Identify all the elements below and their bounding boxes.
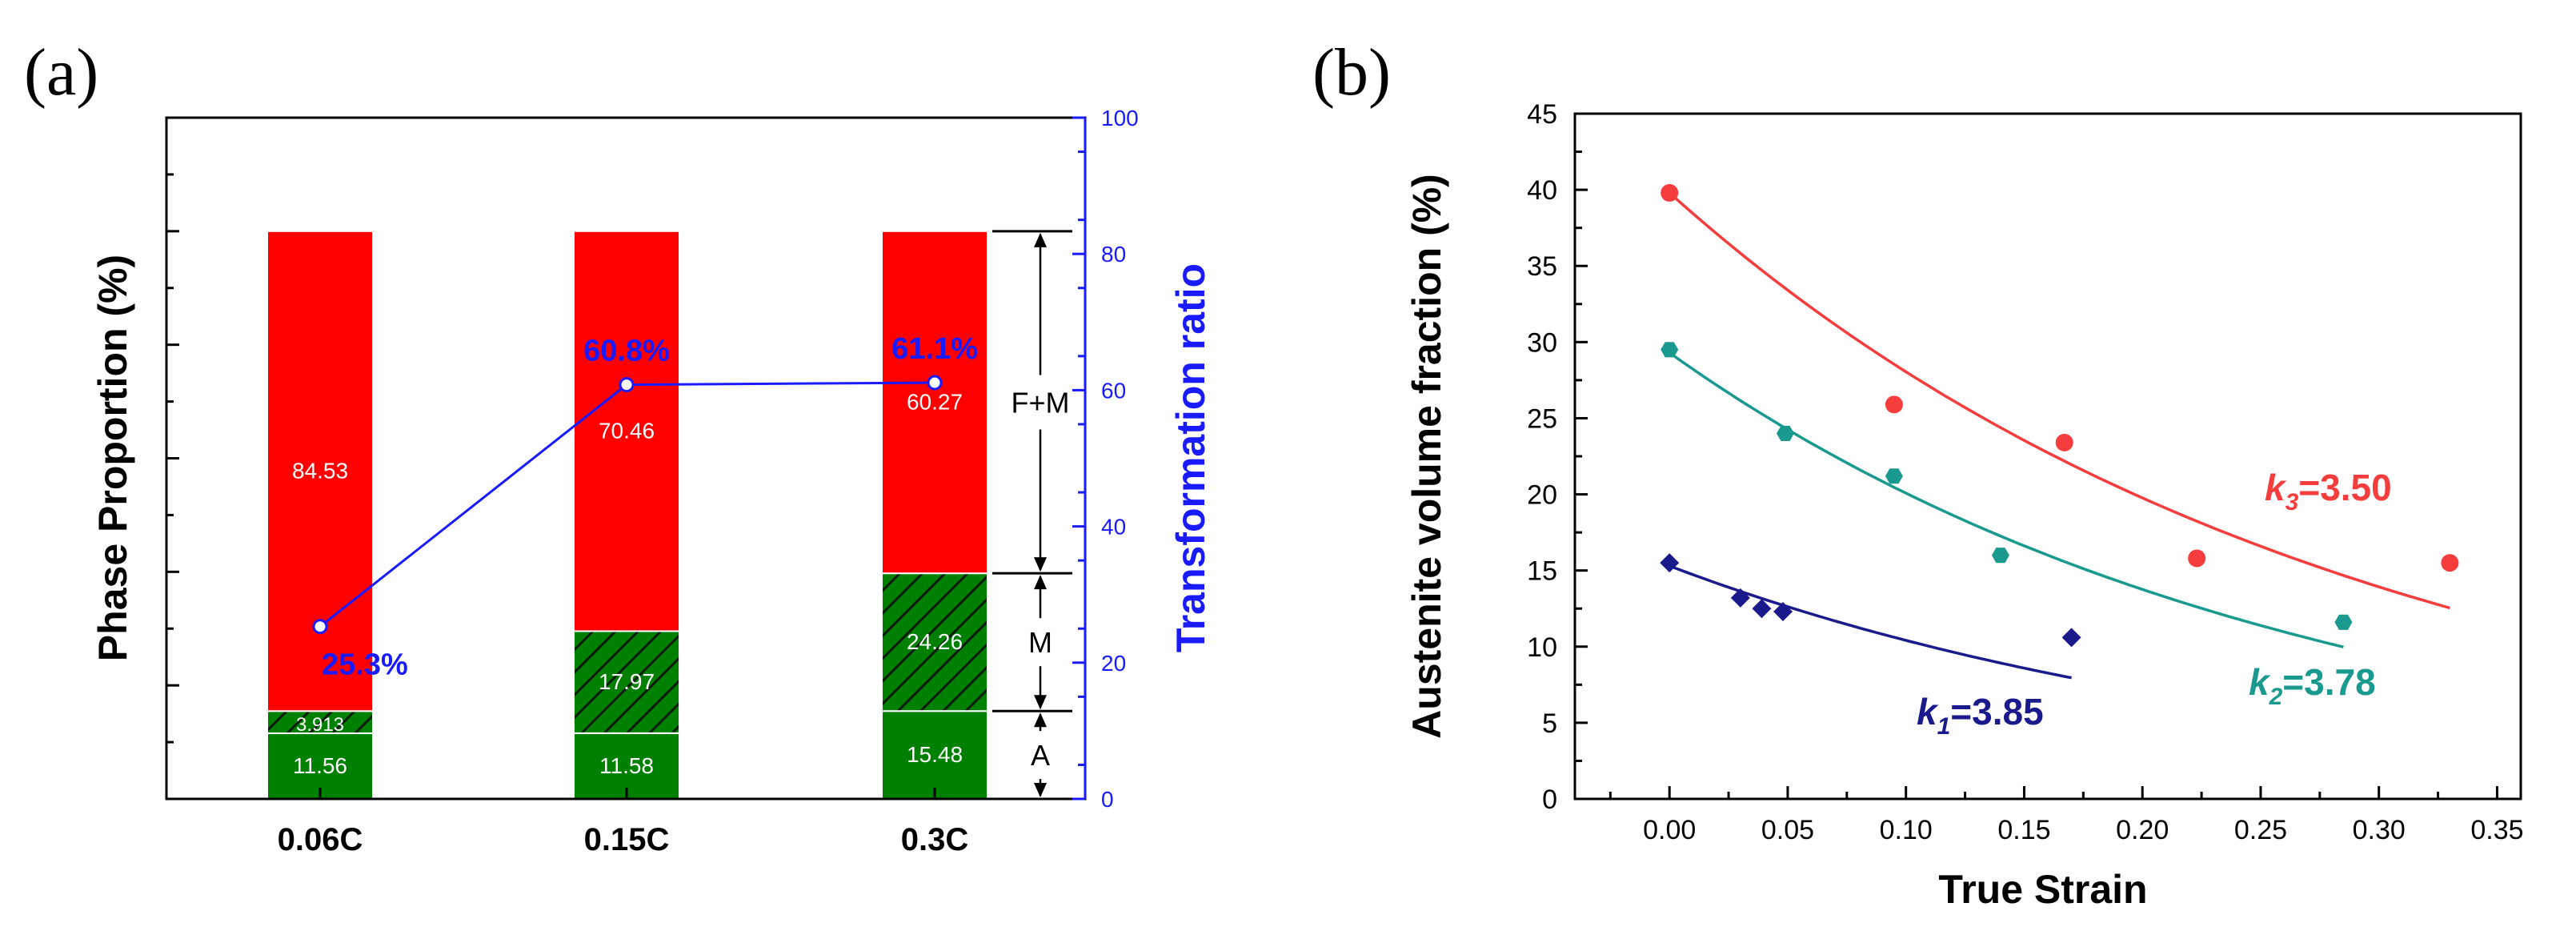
x-tick-label: 0.05 [1761, 815, 1814, 845]
bracket-arrowhead [1034, 232, 1047, 247]
category-label: 0.3C [901, 822, 969, 857]
data-point-k2 [1991, 548, 2009, 564]
bar-value-label: 84.53 [292, 459, 348, 484]
panel-b-ylabel: Austenite volume fraction (%) [1404, 174, 1449, 739]
right-axis-tick-label: 80 [1101, 242, 1126, 267]
transformation-ratio-point [927, 375, 943, 391]
panel-a-bars: 11.56 3.913 84.53 11.58 17.97 70.46 15.48 24.26… [266, 230, 988, 801]
bar-value-label: 3.913 [296, 714, 344, 736]
y-tick-label: 25 [1527, 403, 1557, 434]
panel-b: (b) 0.00 0.05 0.10 0.15 0.20 0.25 0.30 0.35 0 5 10… [1312, 35, 2524, 912]
panel-b-points [1660, 183, 2459, 648]
bar-fm-0.3C [881, 230, 988, 575]
transformation-ratio-label: 25.3% [322, 648, 408, 682]
panel-b-ticks: 0.00 0.05 0.10 0.15 0.20 0.25 0.30 0.35 0 5 10 15 20… [1527, 99, 2523, 845]
y-tick-label: 15 [1527, 556, 1557, 587]
data-point-k1 [1752, 599, 1772, 619]
right-axis-tick-label: 60 [1101, 378, 1126, 403]
data-point-k1 [2061, 628, 2081, 648]
y-tick-label: 10 [1527, 632, 1557, 663]
bar-value-label: 17.97 [599, 669, 655, 694]
bar-m-0.3C [881, 572, 988, 712]
right-axis-tick-label: 0 [1101, 787, 1114, 812]
x-tick-label: 0.35 [2470, 815, 2523, 845]
panel-b-plot-frame [1573, 112, 2522, 801]
panel-a-ticks: 0.06C 0.15C 0.3C 0 20 40 60 80 100 [166, 106, 1139, 857]
bracket-label: F+M [1011, 387, 1069, 419]
k-label-k1: k1=3.85 [1917, 691, 2044, 740]
data-point-k3 [2055, 433, 2073, 451]
bar-m-0.15C [573, 630, 680, 734]
x-tick-label: 0.30 [2353, 815, 2406, 845]
y-tick-label: 45 [1527, 99, 1557, 130]
bracket-label: M [1028, 626, 1052, 659]
fit-curve-k2 [1669, 351, 2344, 648]
data-point-k3 [1885, 395, 1903, 414]
fit-curve-k3 [1669, 191, 2450, 610]
bar-value-label: 24.26 [907, 629, 963, 654]
data-point-k2 [2334, 614, 2353, 630]
category-label: 0.06C [278, 822, 363, 857]
data-point-k1 [1660, 553, 1680, 573]
bar-value-label: 60.27 [907, 389, 963, 414]
bar-fm-0.15C [573, 230, 680, 632]
bracket-label: A [1031, 739, 1050, 772]
y-tick-label: 0 [1542, 785, 1557, 815]
bar-value-label: 70.46 [599, 419, 655, 443]
panel-b-xlabel: True Strain [1938, 867, 2147, 912]
fit-curve-k1 [1669, 564, 2072, 680]
x-tick-label: 0.10 [1880, 815, 1933, 845]
y-tick-label: 5 [1542, 708, 1557, 739]
k-label-k3: k3=3.50 [2265, 467, 2392, 516]
bracket-arrowhead [1034, 783, 1047, 797]
transformation-ratio-point [619, 377, 635, 393]
y-tick-label: 20 [1527, 480, 1557, 511]
panel-b-k-labels: k1=3.85 k2=3.78 k3=3.50 [1917, 467, 2392, 740]
panel-a-y2label: Transformation ratio [1168, 263, 1213, 652]
panel-b-label: (b) [1312, 35, 1391, 110]
bracket-arrowhead [1034, 557, 1047, 572]
transformation-ratio-label: 60.8% [583, 335, 670, 368]
transformation-ratio-label: 61.1% [891, 332, 978, 366]
k-label-k2: k2=3.78 [2249, 661, 2376, 710]
panel-a-ylabel: Phase Proportion (%) [90, 255, 135, 661]
bar-fm-0.06C [266, 230, 374, 712]
y-tick-label: 35 [1527, 251, 1557, 282]
data-point-k3 [2188, 549, 2206, 568]
y-tick-label: 40 [1527, 175, 1557, 206]
data-point-k3 [2441, 554, 2459, 572]
data-point-k2 [1661, 342, 1679, 358]
bracket-arrowhead [1034, 695, 1047, 710]
transformation-ratio-point [312, 619, 328, 635]
data-point-k2 [1885, 468, 1903, 484]
x-tick-label: 0.20 [2116, 815, 2169, 845]
data-point-k1 [1773, 602, 1793, 622]
category-label: 0.15C [584, 822, 670, 857]
data-point-k1 [1730, 588, 1750, 608]
data-point-k3 [1661, 183, 1679, 202]
bracket-arrowhead [1034, 712, 1047, 728]
panel-a-annotations: F+M M A [992, 230, 1072, 797]
y-tick-label: 30 [1527, 327, 1557, 358]
x-tick-label: 0.00 [1643, 815, 1696, 845]
panel-a-label: (a) [24, 35, 98, 110]
panel-a-transformation-line: 25.3% 60.8% 61.1% [312, 332, 978, 682]
bracket-arrowhead [1034, 575, 1047, 590]
right-axis-tick-label: 40 [1101, 515, 1126, 540]
x-tick-label: 0.25 [2234, 815, 2287, 845]
right-axis-tick-label: 100 [1101, 106, 1139, 130]
panel-a: (a) 11.56 3.913 84.53 11.58 17.97 70.46 15.48 2… [24, 35, 1213, 857]
x-tick-label: 0.15 [1997, 815, 2050, 845]
bar-value-label: 11.58 [599, 753, 654, 778]
bar-m-0.06C [266, 710, 374, 735]
right-axis-tick-label: 20 [1101, 651, 1126, 676]
bar-value-label: 15.48 [907, 742, 963, 767]
bar-value-label: 11.56 [293, 753, 347, 778]
data-point-k2 [1777, 425, 1794, 441]
